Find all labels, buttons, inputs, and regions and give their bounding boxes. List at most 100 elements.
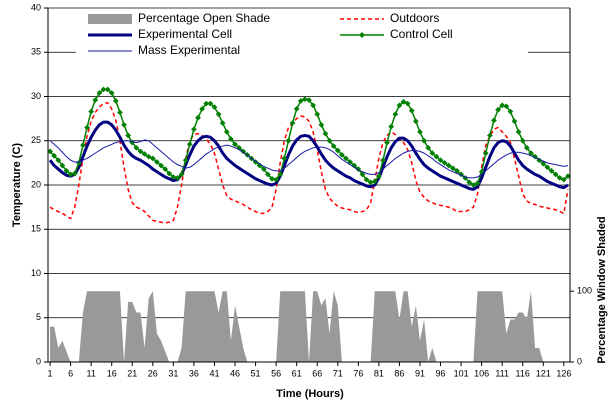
legend-label: Mass Experimental (138, 43, 240, 57)
marker (141, 151, 148, 157)
marker (437, 157, 444, 164)
marker (380, 157, 386, 164)
line (49, 139, 569, 179)
marker (215, 111, 222, 118)
marker (195, 114, 201, 121)
x-tick-label: 11 (86, 368, 95, 378)
x-tick-label: 46 (230, 368, 240, 378)
marker (84, 124, 91, 131)
legend-swatch (88, 14, 132, 24)
marker (137, 148, 144, 155)
marker (269, 175, 275, 182)
marker (363, 176, 370, 183)
legend-label: Experimental Cell (138, 27, 232, 41)
marker (338, 151, 345, 158)
y-tick-label: 0 (36, 356, 41, 366)
marker (523, 144, 530, 151)
marker (223, 128, 230, 135)
marker (116, 109, 123, 116)
marker (203, 100, 210, 107)
marker (384, 139, 391, 146)
marker (232, 141, 238, 148)
marker (51, 152, 58, 159)
marker (441, 159, 448, 166)
legend-label: Outdoors (390, 11, 439, 25)
y2-axis-title: Percentage Window Shaded (596, 216, 608, 363)
marker (162, 166, 169, 173)
marker (186, 141, 193, 148)
marker (449, 165, 456, 172)
x-tick-label: 116 (516, 368, 530, 378)
x-tick-label: 96 (436, 368, 446, 378)
x-tick-label: 121 (536, 368, 551, 378)
marker (495, 106, 502, 113)
line (48, 120, 569, 191)
y-axis-title: Temperature (C) (11, 143, 23, 227)
marker (277, 171, 284, 178)
marker (59, 162, 66, 169)
y-tick-label: 5 (36, 312, 41, 322)
y-tick-label: 25 (31, 135, 41, 145)
marker (79, 142, 86, 149)
marker (343, 155, 349, 162)
marker (548, 167, 555, 174)
marker (556, 174, 563, 181)
marker (375, 173, 382, 180)
marker (540, 160, 547, 167)
x-tick-label: 106 (474, 368, 489, 378)
marker (421, 137, 428, 144)
x-tick-label: 6 (68, 368, 73, 378)
marker (297, 97, 304, 104)
marker (458, 171, 465, 178)
marker (285, 137, 292, 144)
marker (445, 162, 452, 169)
marker (55, 157, 62, 164)
marker (178, 171, 185, 178)
marker (515, 128, 522, 135)
marker (371, 178, 378, 185)
legend-box (76, 10, 528, 60)
y2-tick-label: 100 (577, 286, 592, 296)
marker (474, 180, 481, 187)
marker (429, 150, 436, 157)
x-tick-label: 31 (168, 368, 178, 378)
marker (499, 102, 506, 109)
marker (536, 157, 543, 164)
marker (519, 137, 526, 144)
x-tick-label: 1 (48, 368, 53, 378)
x-tick-label: 66 (312, 368, 322, 378)
y-tick-label: 40 (31, 2, 41, 12)
marker (100, 86, 107, 93)
marker (260, 166, 267, 173)
marker (322, 130, 329, 137)
x-tick-label: 86 (394, 368, 404, 378)
marker (306, 97, 312, 103)
x-tick-label: 81 (374, 368, 384, 378)
marker (211, 104, 218, 111)
y-tick-label: 30 (31, 91, 41, 101)
marker (207, 100, 214, 107)
marker (486, 132, 493, 139)
x-tick-label: 51 (251, 368, 261, 378)
marker (125, 132, 132, 139)
marker (133, 144, 140, 151)
marker (388, 123, 395, 130)
x-tick-label: 36 (189, 368, 199, 378)
x-tick-label: 16 (107, 368, 117, 378)
marker (121, 121, 127, 128)
marker (273, 176, 280, 183)
marker (330, 143, 337, 150)
marker (433, 153, 440, 160)
x-tick-label: 21 (127, 368, 137, 378)
legend-marker (359, 32, 365, 38)
y-tick-label: 15 (31, 224, 41, 234)
marker (71, 170, 78, 177)
marker (293, 105, 300, 112)
marker (408, 107, 415, 114)
x-tick-label: 91 (415, 368, 425, 378)
x-tick-label: 76 (353, 368, 363, 378)
x-tick-label: 111 (495, 368, 509, 378)
y-tick-label: 35 (31, 47, 41, 57)
marker (544, 164, 551, 171)
